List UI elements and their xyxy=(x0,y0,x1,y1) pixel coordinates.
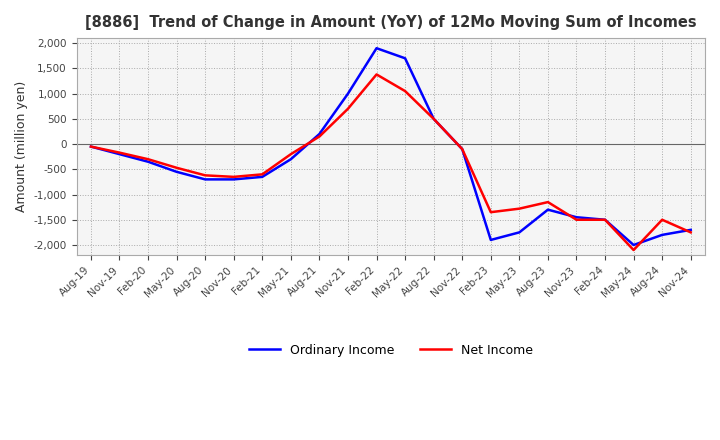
Net Income xyxy=(686,230,695,235)
Ordinary Income xyxy=(144,159,153,165)
Ordinary Income xyxy=(230,177,238,182)
Ordinary Income xyxy=(686,227,695,232)
Ordinary Income xyxy=(287,157,295,162)
Net Income xyxy=(144,157,153,162)
Ordinary Income xyxy=(429,116,438,121)
Ordinary Income xyxy=(315,131,324,136)
Net Income xyxy=(600,217,609,222)
Net Income xyxy=(115,150,124,155)
Net Income xyxy=(487,209,495,215)
Net Income xyxy=(629,247,638,253)
Net Income xyxy=(372,72,381,77)
Ordinary Income xyxy=(258,174,266,180)
Net Income xyxy=(458,147,467,152)
Ordinary Income xyxy=(86,144,95,149)
Net Income xyxy=(230,174,238,180)
Ordinary Income xyxy=(343,91,352,96)
Ordinary Income xyxy=(401,55,410,61)
Net Income xyxy=(86,144,95,149)
Net Income xyxy=(315,134,324,139)
Ordinary Income xyxy=(458,147,467,152)
Line: Ordinary Income: Ordinary Income xyxy=(91,48,690,245)
Net Income xyxy=(172,165,181,170)
Ordinary Income xyxy=(544,207,552,213)
Net Income xyxy=(258,172,266,177)
Net Income xyxy=(429,116,438,121)
Ordinary Income xyxy=(115,151,124,157)
Ordinary Income xyxy=(572,215,581,220)
Line: Net Income: Net Income xyxy=(91,74,690,250)
Ordinary Income xyxy=(372,46,381,51)
Net Income xyxy=(515,206,523,211)
Legend: Ordinary Income, Net Income: Ordinary Income, Net Income xyxy=(244,339,538,362)
Ordinary Income xyxy=(629,242,638,248)
Ordinary Income xyxy=(201,177,210,182)
Title: [8886]  Trend of Change in Amount (YoY) of 12Mo Moving Sum of Incomes: [8886] Trend of Change in Amount (YoY) o… xyxy=(85,15,697,30)
Net Income xyxy=(287,151,295,157)
Net Income xyxy=(343,106,352,111)
Y-axis label: Amount (million yen): Amount (million yen) xyxy=(15,81,28,212)
Ordinary Income xyxy=(658,232,667,238)
Net Income xyxy=(544,199,552,205)
Net Income xyxy=(401,88,410,94)
Net Income xyxy=(658,217,667,222)
Ordinary Income xyxy=(515,230,523,235)
Net Income xyxy=(201,173,210,178)
Ordinary Income xyxy=(487,237,495,242)
Ordinary Income xyxy=(172,169,181,175)
Ordinary Income xyxy=(600,217,609,222)
Net Income xyxy=(572,217,581,222)
